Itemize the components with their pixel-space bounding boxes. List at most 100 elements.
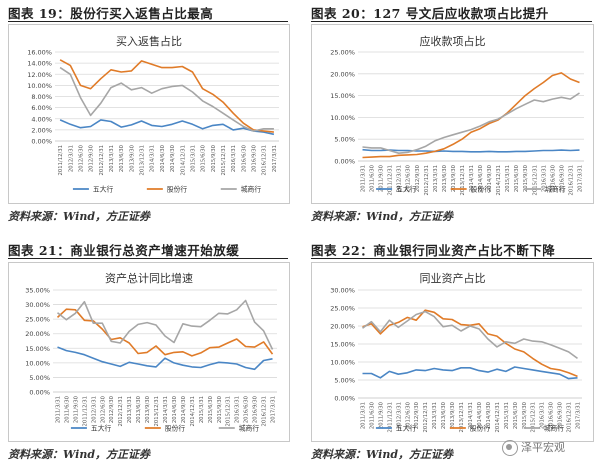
- x-tick-label: 2014/6/30: [172, 395, 178, 423]
- x-tick-label: 2017/3/31: [272, 145, 278, 172]
- x-tick-label: 2015/9/30: [217, 395, 223, 423]
- x-tick-label: 2014/3/31: [163, 396, 169, 423]
- x-tick-label: 2015/12/31: [531, 402, 537, 433]
- x-tick-label: 2016/12/31: [568, 165, 574, 196]
- x-tick-label: 2012/6/30: [406, 164, 412, 192]
- series-line: [362, 72, 580, 159]
- y-tick-label: 25.00%: [330, 49, 355, 57]
- source-note-22: 资料来源：Wind，方正证券: [311, 448, 454, 461]
- x-tick-label: 2011/6/30: [369, 401, 375, 429]
- y-tick-label: 10.00%: [25, 359, 50, 367]
- x-tick-label: 2015/6/30: [514, 164, 520, 192]
- x-tick-label: 2016/12/31: [262, 145, 268, 176]
- y-tick-label: 0.00%: [334, 395, 355, 403]
- figure-title-21: 图表 21：商业银行总资产增速开始放缓: [8, 243, 240, 258]
- x-tick-label: 2015/9/30: [523, 164, 529, 192]
- x-tick-label: 2013/6/30: [136, 395, 142, 423]
- x-tick-label: 2014/3/31: [150, 145, 156, 172]
- x-tick-label: 2011/3/31: [361, 165, 367, 192]
- figure-title-19: 图表 19：股份行买入返售占比最高: [8, 6, 214, 21]
- y-tick-label: 25.00%: [25, 316, 50, 324]
- x-tick-label: 2011/3/31: [55, 396, 61, 423]
- y-tick-label: 15.00%: [330, 341, 355, 349]
- y-tick-label: 15.00%: [330, 92, 355, 100]
- x-tick-label: 2013/12/31: [140, 145, 146, 176]
- chart-svg: 0.00% 5.00% 10.00% 15.00% 20.00% 25.00% 30.00%…: [330, 287, 582, 433]
- x-tick-label: 2011/12/31: [387, 402, 393, 433]
- x-tick-label: 2013/3/31: [433, 165, 439, 192]
- series-line: [362, 148, 580, 153]
- watermark-text: 泽平宏观: [521, 441, 565, 454]
- x-tick-label: 2011/6/30: [64, 395, 70, 423]
- x-tick-label: 2014/6/30: [478, 164, 484, 192]
- x-tick-label: 2016/3/31: [235, 396, 241, 423]
- y-tick-label: 10.00%: [27, 82, 52, 90]
- series-line: [59, 59, 274, 133]
- y-tick-label: 14.00%: [27, 60, 52, 68]
- y-tick-label: 20.00%: [25, 330, 50, 338]
- series-line: [59, 66, 274, 132]
- x-tick-label: 2012/12/31: [99, 145, 105, 176]
- figure-title-20: 图表 20：127 号文后应收款项占比提升: [311, 6, 549, 21]
- legend-label: 股份行: [167, 185, 188, 194]
- source-note-20: 资料来源：Wind，方正证券: [311, 210, 454, 223]
- x-tick-label: 2013/3/31: [432, 402, 438, 429]
- y-tick-label: 0.00%: [31, 138, 52, 146]
- x-tick-label: 2014/9/30: [170, 144, 176, 172]
- y-tick-label: 25.00%: [330, 305, 355, 313]
- x-tick-label: 2012/3/31: [68, 145, 74, 172]
- x-tick-label: 2014/9/30: [486, 401, 492, 429]
- x-tick-label: 2015/9/30: [211, 144, 217, 172]
- x-tick-label: 2015/12/31: [532, 165, 538, 196]
- x-tick-label: 2015/6/30: [201, 144, 207, 172]
- source-note-19: 资料来源：Wind，方正证券: [8, 210, 151, 223]
- x-tick-label: 2016/6/30: [241, 144, 247, 172]
- x-tick-label: 2016/6/30: [549, 401, 555, 429]
- legend-label: 股份行: [165, 424, 186, 433]
- legend-label: 城商行: [544, 424, 565, 433]
- x-tick-label: 2014/9/30: [487, 164, 493, 192]
- x-tick-label: 2012/3/31: [396, 402, 402, 429]
- chart-svg: 0.00% 5.00% 10.00% 15.00% 20.00% 25.00% 2011/3…: [330, 49, 584, 196]
- chart-buyback-ratio: 0.00% 2.00% 4.00% 6.00% 8.00% 10.00% 12.00% 14.…: [8, 24, 290, 204]
- x-tick-label: 2012/9/30: [414, 401, 420, 429]
- y-tick-label: 6.00%: [31, 104, 52, 112]
- x-tick-label: 2012/6/30: [100, 395, 106, 423]
- x-tick-label: 2017/3/31: [576, 402, 582, 429]
- x-tick-label: 2013/6/30: [119, 144, 125, 172]
- x-tick-label: 2015/3/31: [505, 165, 511, 192]
- x-tick-label: 2014/9/30: [181, 395, 187, 423]
- x-tick-label: 2015/6/30: [513, 401, 519, 429]
- x-tick-label: 2013/12/31: [459, 402, 465, 433]
- x-tick-label: 2013/9/30: [129, 144, 135, 172]
- x-tick-label: 2016/9/30: [253, 395, 259, 423]
- y-tick-label: 4.00%: [31, 115, 52, 123]
- x-tick-label: 2014/12/31: [180, 145, 186, 176]
- x-tick-label: 2016/12/31: [262, 396, 268, 427]
- chart-asset-growth: 0.00% 5.00% 10.00% 15.00% 20.00% 25.00% 30.00%…: [8, 262, 290, 442]
- x-tick-label: 2016/9/30: [558, 401, 564, 429]
- series-line: [57, 299, 274, 350]
- x-tick-label: 2016/6/30: [244, 395, 250, 423]
- x-tick-label: 2011/12/31: [388, 165, 394, 196]
- y-tick-label: 5.00%: [334, 136, 355, 144]
- chart-svg: 0.00% 5.00% 10.00% 15.00% 20.00% 25.00% 30.00%…: [25, 287, 277, 433]
- x-tick-label: 2014/3/31: [469, 165, 475, 192]
- y-tick-label: 2.00%: [31, 126, 52, 134]
- legend-label: 五大行: [396, 185, 417, 194]
- chart-receivables-ratio: 0.00% 5.00% 10.00% 15.00% 20.00% 25.00% 2011/3…: [311, 24, 594, 204]
- figure-title-22: 图表 22：商业银行同业资产占比不断下降: [311, 243, 556, 258]
- x-tick-label: 2011/9/30: [73, 395, 79, 423]
- x-tick-label: 2014/6/30: [160, 144, 166, 172]
- x-tick-label: 2011/9/30: [379, 164, 385, 192]
- x-tick-label: 2015/3/31: [199, 396, 205, 423]
- x-tick-label: 2011/3/31: [360, 402, 366, 429]
- series-line: [362, 366, 578, 380]
- figure-rule-19: [8, 21, 288, 22]
- y-tick-label: 20.00%: [330, 70, 355, 78]
- y-tick-label: 5.00%: [29, 374, 50, 382]
- y-tick-label: 10.00%: [330, 359, 355, 367]
- x-tick-label: 2011/9/30: [378, 401, 384, 429]
- figure-rule-22: [311, 258, 592, 259]
- chart-title: 资产总计同比增速: [105, 272, 193, 285]
